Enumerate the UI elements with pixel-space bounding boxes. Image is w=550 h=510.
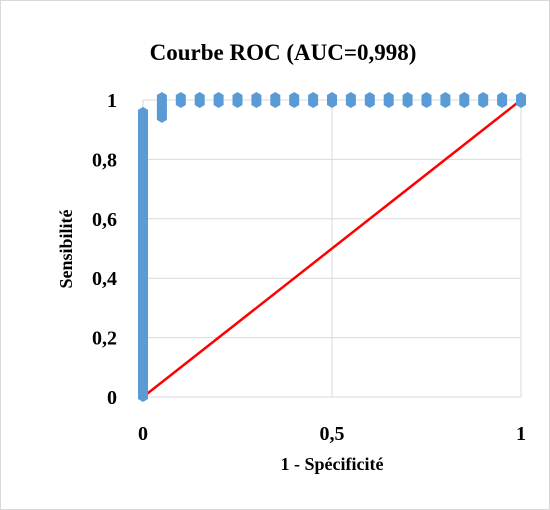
data-point	[516, 92, 526, 108]
data-point	[156, 92, 167, 108]
data-point	[478, 92, 489, 108]
data-point	[175, 92, 186, 108]
x-tick-label: 1	[516, 423, 526, 445]
data-point	[213, 92, 224, 108]
tick-labels-layer: 0 0,2 0,4 0,6 0,8 1 0 0,5 1	[92, 90, 526, 445]
data-point	[251, 92, 262, 108]
data-point	[270, 92, 281, 108]
data-point	[459, 92, 470, 108]
data-point	[289, 92, 300, 108]
reference-diagonal-line	[142, 99, 522, 398]
data-point	[138, 106, 148, 123]
y-tick-label: 0,6	[92, 209, 117, 231]
data-point	[327, 92, 337, 108]
chart-title: Courbe ROC (AUC=0,998)	[150, 40, 417, 65]
y-tick-label: 0,2	[92, 328, 117, 350]
y-tick-label: 1	[107, 90, 117, 112]
y-tick-label: 0,4	[92, 268, 117, 290]
x-tick-label: 0	[138, 423, 148, 445]
data-point	[440, 92, 451, 108]
data-points-layer	[138, 92, 526, 403]
data-point	[194, 92, 205, 108]
data-point	[308, 92, 319, 108]
data-point	[383, 92, 394, 108]
x-axis-label: 1 - Spécificité	[281, 454, 384, 474]
y-tick-label: 0,8	[92, 149, 117, 171]
data-point	[364, 92, 375, 108]
x-tick-label: 0,5	[320, 423, 345, 445]
data-point	[421, 92, 432, 108]
y-axis-label: Sensibilité	[56, 209, 76, 288]
data-point	[345, 92, 356, 108]
y-tick-label: 0	[107, 387, 117, 409]
reference-line-layer	[142, 99, 522, 398]
data-point	[497, 92, 508, 108]
data-point	[232, 92, 243, 108]
data-point	[402, 92, 413, 108]
